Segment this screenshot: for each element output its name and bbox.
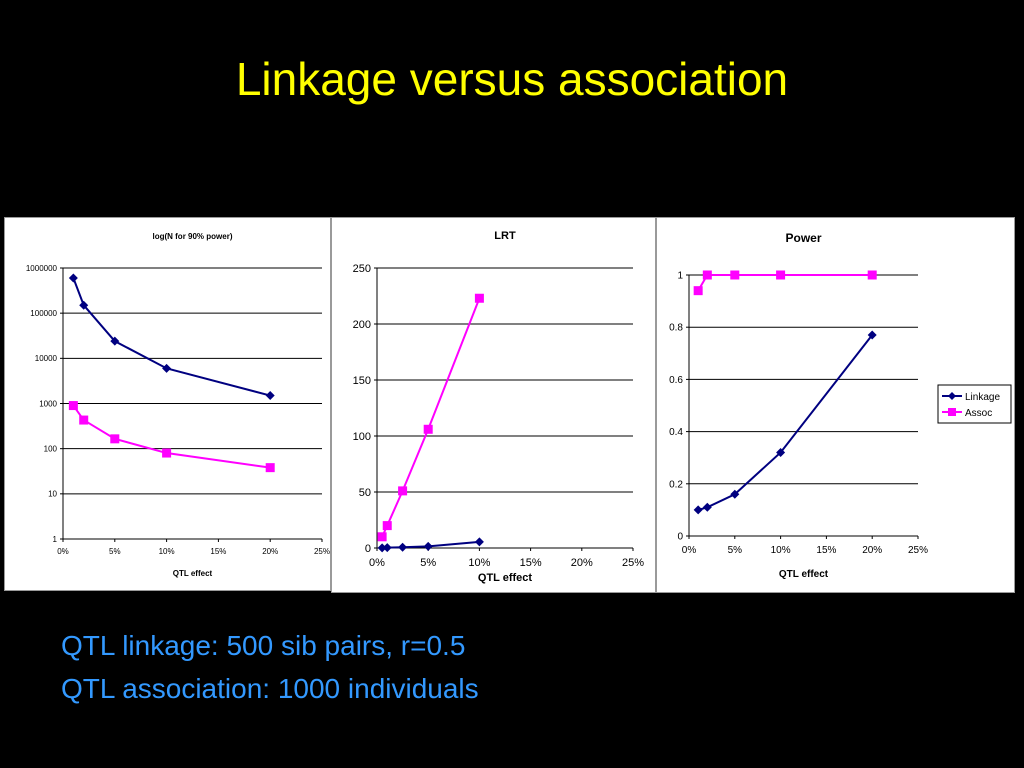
series-line-linkage	[72, 277, 271, 397]
data-point-linkage	[474, 537, 484, 547]
legend-marker	[948, 392, 956, 400]
x-tick-label: 0%	[682, 545, 697, 556]
data-point-linkage	[776, 447, 786, 457]
data-point-assoc	[730, 270, 740, 280]
slide-title: Linkage versus association	[235, 53, 789, 105]
series-line-assoc	[72, 404, 271, 469]
y-tick-label: 100000	[30, 309, 57, 318]
data-point-linkage	[79, 300, 89, 310]
y-tick-label: 0.2	[669, 479, 683, 490]
data-point-assoc	[398, 486, 408, 496]
data-point-assoc	[693, 286, 703, 296]
data-point-linkage	[702, 502, 712, 512]
x-tick-label: 10%	[771, 545, 791, 556]
data-point-assoc	[702, 270, 712, 280]
x-tick-label: 20%	[862, 545, 882, 556]
data-point-assoc	[867, 270, 877, 280]
data-point-linkage	[68, 273, 78, 283]
data-point-assoc	[110, 434, 120, 444]
caption-linkage: QTL linkage: 500 sib pairs, r=0.5	[61, 630, 466, 661]
data-point-linkage	[730, 489, 740, 499]
x-tick-label: 15%	[520, 557, 542, 569]
y-tick-label: 0.4	[669, 427, 683, 438]
legend-label: Assoc	[965, 408, 992, 419]
y-tick-label: 150	[353, 375, 371, 387]
x-tick-label: 25%	[622, 557, 644, 569]
y-tick-label: 100	[44, 444, 58, 453]
x-tick-label: 20%	[571, 557, 593, 569]
x-tick-label: 10%	[159, 547, 175, 556]
data-point-linkage	[693, 505, 703, 515]
y-tick-label: 100	[353, 431, 371, 443]
x-tick-label: 15%	[210, 547, 226, 556]
x-tick-label: 5%	[728, 545, 743, 556]
legend-marker	[948, 408, 956, 416]
data-point-linkage	[423, 541, 433, 551]
chart-panel-log-n: log(N for 90% power) 1 10 100 1000 10000 10000…	[4, 217, 331, 591]
data-point-assoc	[776, 270, 786, 280]
data-point-linkage	[377, 543, 387, 553]
y-tick-label: 0.8	[669, 323, 683, 334]
legend-label: Linkage	[965, 392, 1000, 403]
chart-panel-lrt: LRT 0 50 100 150 200 250 0% 5% 10% 15% 20% 25% QTL ef…	[331, 217, 656, 593]
series-line-assoc	[381, 297, 481, 538]
y-tick-label: 1000	[39, 399, 57, 408]
y-tick-label: 50	[359, 487, 371, 499]
data-point-linkage	[265, 391, 275, 401]
data-point-assoc	[162, 448, 172, 458]
data-point-assoc	[382, 521, 392, 531]
data-point-linkage	[162, 363, 172, 373]
data-point-assoc	[423, 424, 433, 434]
data-point-assoc	[79, 415, 89, 425]
chart-title: LRT	[494, 230, 516, 242]
x-tick-label: 25%	[314, 547, 330, 556]
x-tick-label: 0%	[57, 547, 69, 556]
y-tick-label: 1000000	[26, 264, 58, 273]
x-tick-label: 0%	[369, 557, 385, 569]
x-tick-label: 10%	[468, 557, 490, 569]
chart-title: log(N for 90% power)	[152, 232, 232, 241]
x-tick-label: 25%	[908, 545, 928, 556]
y-tick-label: 1	[53, 535, 58, 544]
y-tick-label: 0.6	[669, 375, 683, 386]
data-point-assoc	[474, 293, 484, 303]
x-tick-label: 5%	[109, 547, 121, 556]
data-point-linkage	[867, 330, 877, 340]
y-tick-label: 200	[353, 319, 371, 331]
x-tick-label: 5%	[420, 557, 436, 569]
chart-panel-power: Power 0 0.2 0.4 0.6 0.8 1 0% 5% 10% 15% 20% 25% QTL e…	[656, 217, 1015, 593]
caption-association: QTL association: 1000 individuals	[61, 673, 479, 704]
x-tick-label: 15%	[816, 545, 836, 556]
log-n-chart: log(N for 90% power) 1 10 100 1000 10000 10000…	[26, 232, 330, 578]
legend-box	[937, 384, 1012, 424]
y-tick-label: 10000	[35, 354, 58, 363]
data-point-assoc	[377, 532, 387, 542]
chart-title: Power	[785, 231, 821, 245]
x-axis-label: QTL effect	[478, 572, 533, 584]
data-point-linkage	[110, 336, 120, 346]
data-point-linkage	[382, 543, 392, 553]
x-axis-label: QTL effect	[779, 569, 829, 580]
y-tick-label: 10	[48, 490, 57, 499]
y-tick-label: 1	[677, 271, 683, 282]
data-point-assoc	[265, 463, 275, 473]
data-point-assoc	[68, 401, 78, 411]
series-line-assoc	[697, 274, 873, 292]
x-tick-label: 20%	[262, 547, 278, 556]
x-axis-label: QTL effect	[173, 569, 213, 578]
y-tick-label: 0	[365, 543, 371, 555]
y-tick-label: 250	[353, 263, 371, 275]
data-point-linkage	[398, 542, 408, 552]
lrt-chart: LRT 0 50 100 150 200 250 0% 5% 10% 15% 20% 25% QTL ef…	[353, 230, 645, 584]
y-tick-label: 0	[677, 532, 683, 543]
